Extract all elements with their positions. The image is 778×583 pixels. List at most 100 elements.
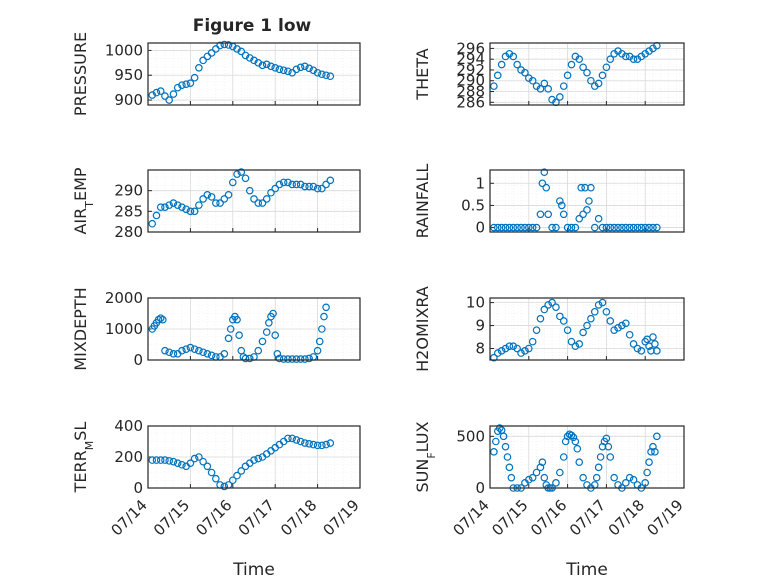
data-point xyxy=(305,354,313,363)
data-point xyxy=(567,431,576,440)
data-point xyxy=(602,223,611,232)
data-point xyxy=(173,201,182,209)
data-point xyxy=(552,479,560,487)
data-point xyxy=(275,65,284,74)
panel-pressure: 900 950 1000 PRESSURE xyxy=(71,32,361,116)
y-axis-label: H2OMIXRA xyxy=(413,286,432,372)
y-tick-label: 294 xyxy=(456,50,485,68)
data-point xyxy=(505,463,514,472)
data-point xyxy=(583,68,591,77)
data-point xyxy=(301,439,309,447)
data-point xyxy=(182,345,190,353)
data-point xyxy=(226,325,235,333)
data-point xyxy=(501,344,510,353)
data-point xyxy=(567,223,576,232)
data-point xyxy=(590,307,599,316)
data-point xyxy=(313,346,322,355)
data-point xyxy=(621,223,630,232)
panel-rainfall: 0 0.5 1 RAINFALL xyxy=(413,164,685,238)
data-point xyxy=(540,473,549,482)
data-point xyxy=(507,473,516,482)
data-point xyxy=(493,349,502,357)
data-point xyxy=(182,205,190,214)
data-point xyxy=(590,223,599,232)
axes-box xyxy=(147,169,361,233)
axes-box xyxy=(489,297,685,361)
data-point xyxy=(190,73,199,82)
data-point xyxy=(309,182,318,191)
data-point xyxy=(275,180,284,189)
x-axis-label: Time xyxy=(565,560,608,580)
data-point xyxy=(313,68,322,77)
data-point xyxy=(513,223,521,232)
data-point xyxy=(199,348,207,357)
y-axis-label: PRESSURE xyxy=(71,32,90,116)
data-point xyxy=(532,468,541,477)
data-point xyxy=(490,448,498,456)
data-point xyxy=(501,442,510,451)
data-point xyxy=(614,223,622,232)
data-point xyxy=(621,319,630,328)
data-point xyxy=(212,199,220,207)
data-point xyxy=(653,432,661,441)
y-axis-label: AIRTEMP xyxy=(71,167,96,234)
data-point xyxy=(271,64,280,72)
y-tick-label: 290 xyxy=(114,182,143,200)
data-point xyxy=(178,346,186,355)
data-point xyxy=(296,63,305,72)
data-point xyxy=(322,71,330,80)
data-point xyxy=(625,473,634,482)
data-point xyxy=(587,314,595,323)
data-point xyxy=(505,342,514,351)
y-tick-label: 9 xyxy=(475,317,485,335)
data-point xyxy=(233,170,241,178)
data-point xyxy=(148,219,157,228)
y-tick-label: 950 xyxy=(114,66,143,84)
data-point xyxy=(625,223,634,232)
y-tick-label: 2000 xyxy=(105,289,143,307)
data-point xyxy=(190,345,199,353)
y-tick-label: 0 xyxy=(475,479,485,497)
data-point xyxy=(216,199,224,207)
data-point xyxy=(641,337,650,346)
data-point xyxy=(207,468,216,477)
data-point xyxy=(318,441,326,450)
data-point xyxy=(625,330,634,339)
data-point xyxy=(203,349,212,358)
data-point xyxy=(199,457,207,466)
data-point xyxy=(186,207,195,216)
data-point xyxy=(262,328,271,336)
data-point xyxy=(493,223,502,232)
data-point xyxy=(267,62,275,71)
data-point xyxy=(569,433,578,442)
data-point xyxy=(509,52,518,61)
data-point xyxy=(499,432,508,441)
data-point xyxy=(653,347,661,355)
data-point xyxy=(594,214,603,223)
data-point xyxy=(220,195,229,203)
data-point xyxy=(169,199,178,207)
y-axis-label: MIXDEPTH xyxy=(71,287,90,370)
data-point xyxy=(579,63,587,72)
data-point xyxy=(643,468,651,477)
data-point xyxy=(490,82,498,90)
data-point xyxy=(296,355,305,363)
data-point xyxy=(195,201,203,209)
data-point xyxy=(621,52,630,61)
data-point xyxy=(254,199,263,207)
data-point xyxy=(567,60,576,69)
data-point xyxy=(606,55,615,63)
data-point xyxy=(224,334,233,343)
data-point xyxy=(614,324,622,332)
y-tick-label: 0 xyxy=(475,219,485,237)
data-point xyxy=(165,457,174,465)
data-point xyxy=(237,47,246,56)
data-point xyxy=(563,326,572,334)
data-point xyxy=(585,197,593,205)
data-point xyxy=(292,180,301,189)
data-point xyxy=(509,223,518,232)
data-point xyxy=(544,85,553,93)
data-point xyxy=(258,61,267,70)
data-point xyxy=(182,80,190,88)
data-point xyxy=(254,454,263,463)
